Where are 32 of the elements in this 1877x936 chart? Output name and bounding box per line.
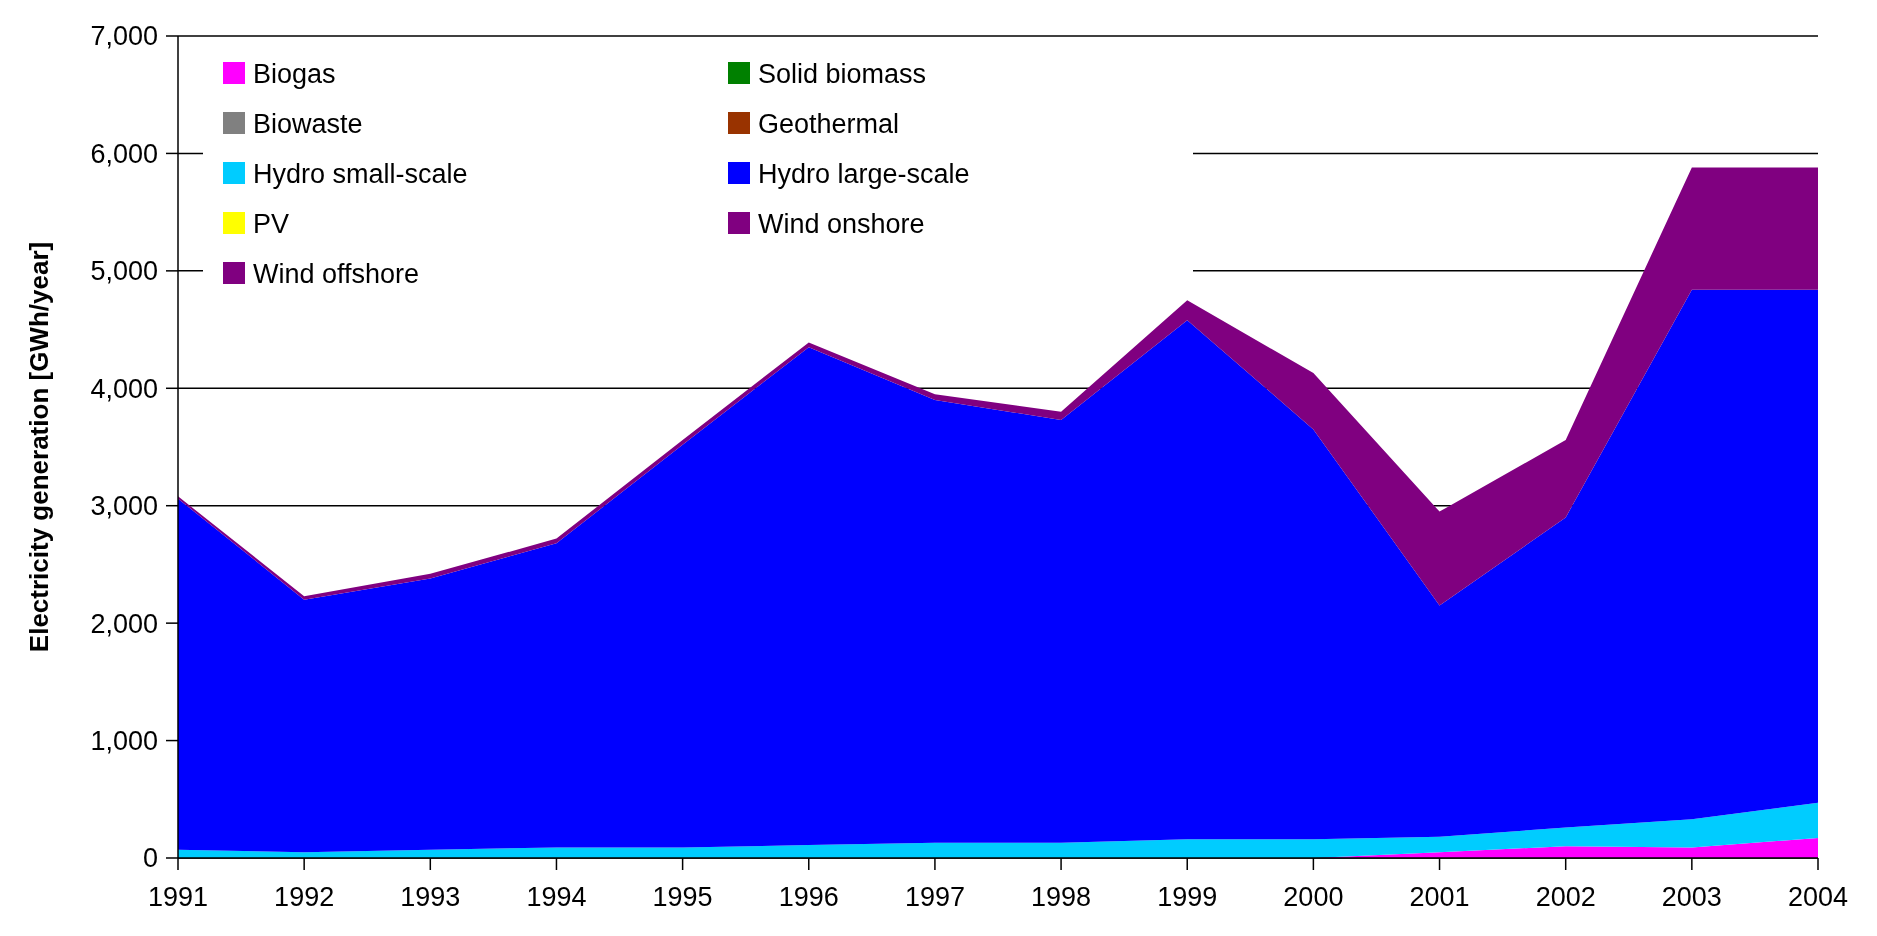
y-axis-title: Electricity generation [GWh/year] <box>24 241 54 653</box>
x-tick-label: 1998 <box>1031 882 1092 912</box>
legend-label: Solid biomass <box>758 59 927 90</box>
legend-label: Hydro large-scale <box>758 159 970 190</box>
x-tick-label: 2000 <box>1283 882 1344 912</box>
x-tick-label: 1997 <box>904 882 965 912</box>
legend-label: Wind onshore <box>758 209 925 240</box>
x-tick-label: 2002 <box>1535 882 1596 912</box>
x-tick-label: 2001 <box>1409 882 1470 912</box>
legend-label: PV <box>253 209 290 240</box>
y-tick-label: 7,000 <box>90 21 158 52</box>
y-tick-label: 2,000 <box>90 608 158 639</box>
x-tick-label: 2004 <box>1787 882 1849 912</box>
x-tick-label: 1993 <box>400 882 461 912</box>
x-tick-label: 1991 <box>147 882 209 912</box>
y-tick-label: 5,000 <box>90 256 158 287</box>
legend-label: Biogas <box>253 59 336 90</box>
y-tick-label: 6,000 <box>90 138 158 169</box>
x-tick-label: 1992 <box>274 882 335 912</box>
y-tick-label: 4,000 <box>90 373 158 404</box>
legend-label: Wind offshore <box>253 259 420 290</box>
legend-label: Biowaste <box>253 109 363 140</box>
y-tick-label: 1,000 <box>90 726 158 757</box>
legend-label: Geothermal <box>758 109 900 140</box>
x-tick-label: 1999 <box>1157 882 1218 912</box>
x-tick-label: 1994 <box>526 882 587 912</box>
x-tick-label: 2003 <box>1661 882 1722 912</box>
x-tick-label: 1995 <box>652 882 713 912</box>
x-tick-label: 1996 <box>778 882 839 912</box>
legend-label: Hydro small-scale <box>253 159 468 190</box>
y-tick-label: 0 <box>142 843 158 874</box>
y-tick-label: 3,000 <box>90 491 158 522</box>
